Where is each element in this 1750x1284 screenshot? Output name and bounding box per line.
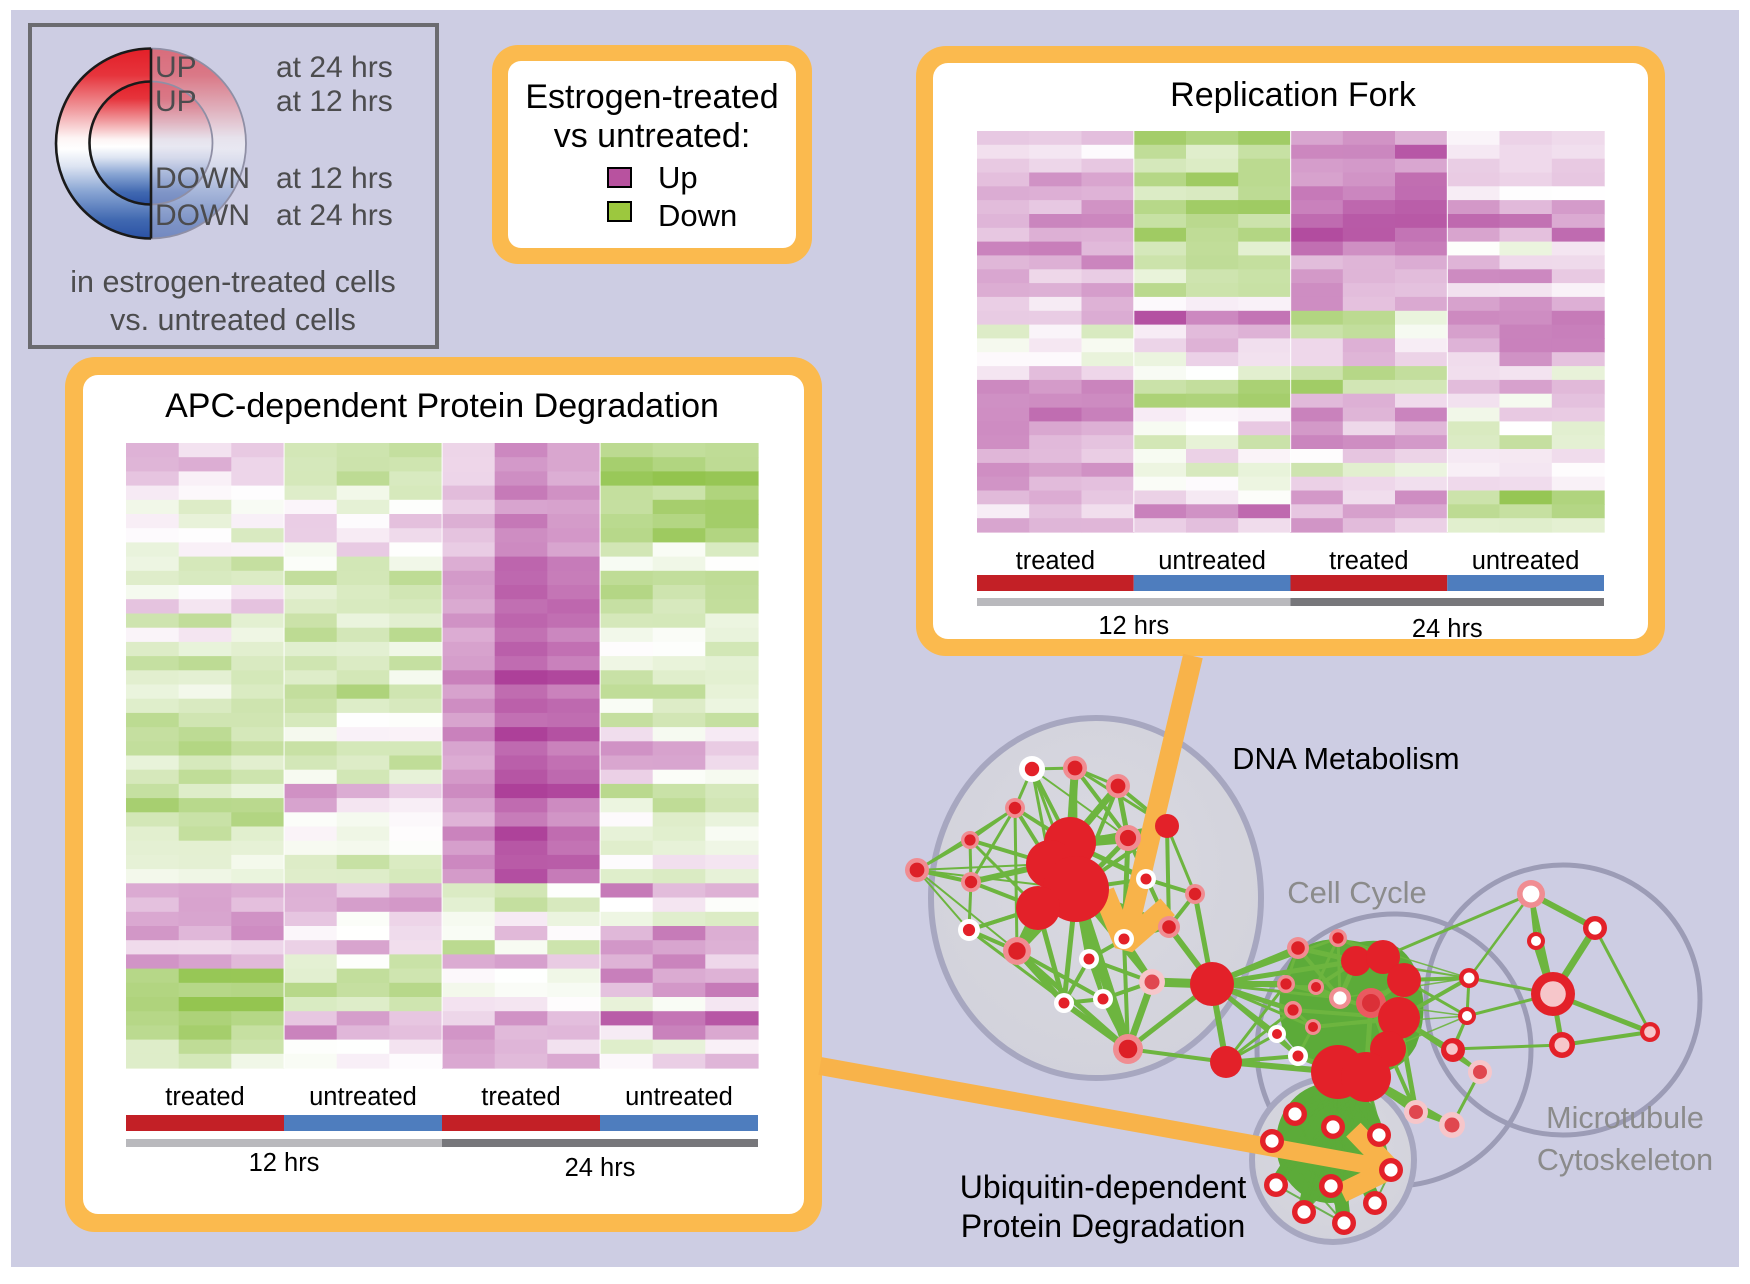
- svg-text:24 hrs: 24 hrs: [1412, 615, 1483, 643]
- svg-text:untreated: untreated: [625, 1083, 733, 1111]
- svg-text:at 12 hrs: at 12 hrs: [276, 162, 393, 195]
- svg-text:DOWN: DOWN: [155, 162, 250, 195]
- svg-text:treated: treated: [1016, 547, 1095, 575]
- svg-text:DNA Metabolism: DNA Metabolism: [1232, 742, 1459, 776]
- svg-text:DOWN: DOWN: [155, 199, 250, 232]
- svg-text:untreated: untreated: [1472, 547, 1580, 575]
- svg-text:APC-dependent Protein Degradat: APC-dependent Protein Degradation: [165, 387, 719, 425]
- svg-text:Protein Degradation: Protein Degradation: [961, 1208, 1246, 1244]
- svg-text:12 hrs: 12 hrs: [249, 1149, 320, 1177]
- svg-text:treated: treated: [1329, 547, 1408, 575]
- svg-text:24 hrs: 24 hrs: [565, 1154, 636, 1182]
- svg-text:in estrogen-treated cells: in estrogen-treated cells: [70, 265, 396, 299]
- svg-text:Estrogen-treated: Estrogen-treated: [525, 78, 778, 116]
- svg-text:Down: Down: [658, 198, 737, 233]
- svg-text:treated: treated: [165, 1083, 244, 1111]
- svg-text:12 hrs: 12 hrs: [1098, 612, 1169, 640]
- svg-text:vs untreated:: vs untreated:: [554, 117, 751, 155]
- svg-text:Microtubule: Microtubule: [1546, 1101, 1704, 1135]
- svg-text:UP: UP: [155, 51, 197, 84]
- svg-text:treated: treated: [481, 1083, 560, 1111]
- svg-text:Ubiquitin-dependent: Ubiquitin-dependent: [960, 1169, 1247, 1205]
- svg-text:Cytoskeleton: Cytoskeleton: [1537, 1143, 1713, 1177]
- svg-text:at 12 hrs: at 12 hrs: [276, 85, 393, 118]
- svg-text:at 24 hrs: at 24 hrs: [276, 51, 393, 84]
- svg-text:untreated: untreated: [309, 1083, 417, 1111]
- svg-text:Up: Up: [658, 160, 698, 195]
- svg-text:untreated: untreated: [1158, 547, 1266, 575]
- svg-text:vs. untreated cells: vs. untreated cells: [110, 303, 356, 337]
- svg-text:UP: UP: [155, 85, 197, 118]
- svg-text:Cell Cycle: Cell Cycle: [1287, 875, 1427, 910]
- svg-text:Replication Fork: Replication Fork: [1170, 76, 1417, 114]
- svg-text:at 24 hrs: at 24 hrs: [276, 199, 393, 232]
